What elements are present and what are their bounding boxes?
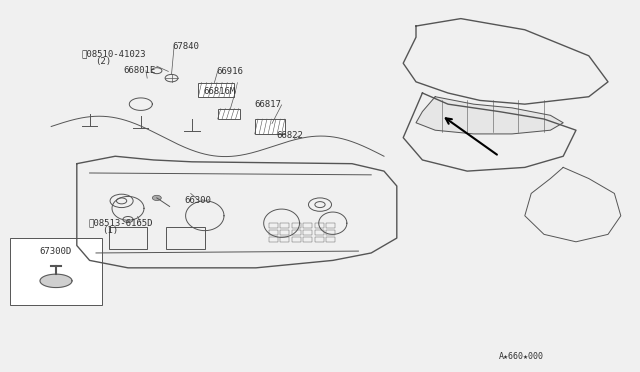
Text: Ⓜ08510-41023: Ⓜ08510-41023 <box>82 49 147 58</box>
Text: (2): (2) <box>95 57 111 66</box>
Polygon shape <box>416 97 563 134</box>
Bar <box>303 237 312 242</box>
Bar <box>303 230 312 235</box>
Bar <box>326 230 335 235</box>
Polygon shape <box>255 119 285 134</box>
Bar <box>315 223 324 228</box>
Text: 66816M: 66816M <box>204 87 236 96</box>
Bar <box>315 230 324 235</box>
Text: (1): (1) <box>102 226 118 235</box>
Text: 66300: 66300 <box>184 196 211 205</box>
Text: 66916: 66916 <box>216 67 243 76</box>
Bar <box>303 223 312 228</box>
Bar <box>269 237 278 242</box>
Polygon shape <box>198 83 234 97</box>
Polygon shape <box>40 274 72 288</box>
Bar <box>109 227 147 249</box>
Bar <box>10 238 102 305</box>
Polygon shape <box>218 109 240 119</box>
Text: 66822: 66822 <box>276 131 303 140</box>
Bar <box>292 230 301 235</box>
Text: 66817: 66817 <box>255 100 282 109</box>
Text: A★660★000: A★660★000 <box>499 352 544 361</box>
Text: 67300D: 67300D <box>40 247 72 256</box>
Text: 66801E: 66801E <box>124 66 156 75</box>
Circle shape <box>152 195 161 201</box>
Bar <box>280 223 289 228</box>
Bar <box>315 237 324 242</box>
Bar <box>166 227 205 249</box>
Bar <box>269 223 278 228</box>
Bar <box>269 230 278 235</box>
Text: Ⓜ08513-6165D: Ⓜ08513-6165D <box>88 218 153 227</box>
Bar <box>326 223 335 228</box>
Bar <box>292 237 301 242</box>
Bar <box>280 230 289 235</box>
Bar <box>292 223 301 228</box>
Text: 67840: 67840 <box>173 42 200 51</box>
Bar <box>280 237 289 242</box>
Bar <box>326 237 335 242</box>
